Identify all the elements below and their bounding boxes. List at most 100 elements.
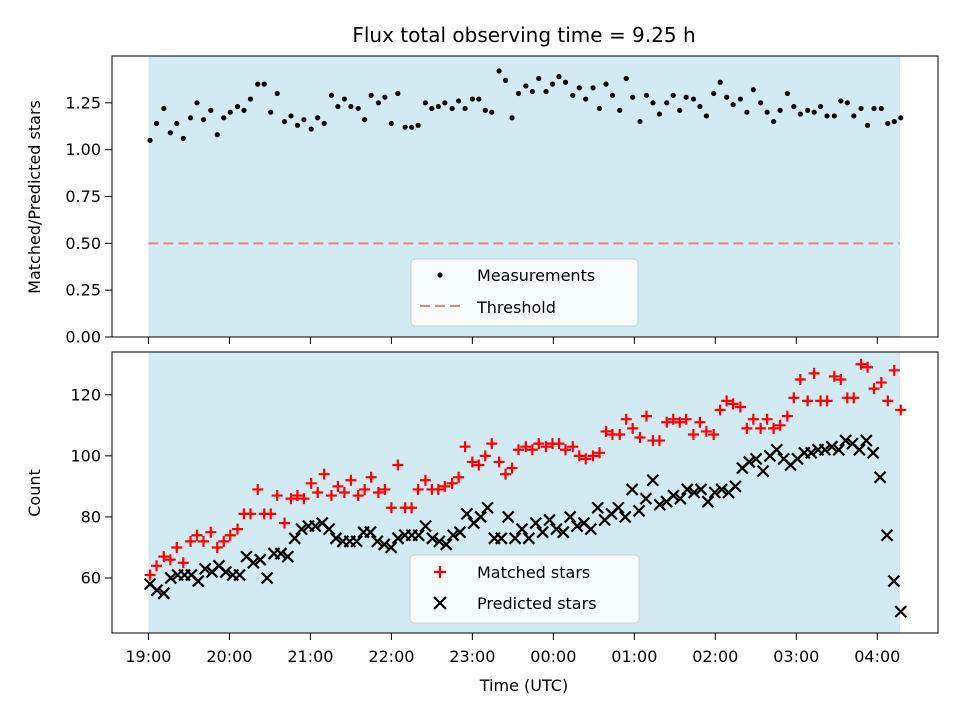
predicted-star-point	[508, 532, 522, 545]
predicted-star-point	[694, 483, 708, 496]
measurement-point	[422, 100, 428, 106]
measurement-point	[811, 109, 817, 115]
matched-star-point	[453, 471, 465, 483]
matched-star-point	[158, 551, 170, 563]
measurement-point	[368, 92, 374, 98]
predicted-star-point	[198, 562, 212, 576]
predicted-star-point	[322, 522, 336, 536]
measurement-point	[221, 115, 227, 121]
matched-star-point	[747, 413, 759, 425]
matched-star-point	[520, 441, 532, 453]
matched-star-point	[788, 392, 800, 404]
measurement-point	[321, 120, 327, 127]
matched-star-point	[888, 364, 900, 376]
matched-star-point	[291, 490, 303, 502]
predicted-star-point	[618, 510, 632, 524]
measurement-point	[664, 100, 670, 106]
matched-star-point	[708, 428, 720, 440]
measurement-point	[677, 107, 683, 113]
matched-star-point	[627, 422, 639, 434]
matched-star-point	[734, 401, 746, 413]
measurement-point	[864, 122, 871, 128]
measurement-point	[328, 92, 335, 98]
matched-star-point	[506, 462, 518, 474]
measurement-point	[167, 130, 173, 136]
predicted-star-point	[419, 519, 432, 533]
x-tick-label: 00:00	[530, 647, 576, 666]
measurement-point	[703, 113, 709, 119]
predicted-star-point	[894, 605, 908, 618]
measurement-point	[476, 96, 482, 102]
predicted-star-point	[591, 501, 604, 515]
matched-star-point	[252, 483, 264, 495]
matched-star-point	[882, 395, 894, 407]
legend-matched-marker	[434, 566, 446, 578]
measurement-point	[247, 96, 254, 102]
bottom-y-tick-label: 80	[81, 507, 101, 526]
matched-star-point	[473, 459, 485, 471]
predicted-star-point	[866, 446, 880, 460]
measurement-point	[617, 107, 623, 113]
measurement-point	[885, 120, 891, 127]
measurement-point	[153, 120, 160, 127]
matched-star-point	[700, 425, 712, 437]
matched-star-point	[600, 425, 612, 437]
measurement-point	[536, 75, 542, 82]
predicted-star-point	[260, 571, 274, 585]
measurement-point	[529, 88, 535, 95]
measurement-point	[871, 105, 877, 112]
matched-star-point	[559, 444, 571, 456]
measurement-point	[596, 105, 603, 112]
matched-star-point	[774, 419, 786, 431]
legend-predicted-marker	[433, 596, 447, 610]
measurement-point	[268, 109, 274, 115]
measurement-point	[717, 79, 723, 85]
matched-star-point	[191, 529, 203, 541]
matched-star-point	[379, 483, 391, 495]
predicted-star-point	[446, 528, 460, 542]
measurement-point	[294, 122, 301, 128]
legend-threshold-label: Threshold	[476, 298, 556, 317]
measurement-point	[502, 77, 509, 83]
measurement-point	[831, 113, 837, 119]
matched-star-point	[493, 456, 505, 468]
matched-star-point	[526, 444, 538, 456]
measurement-point	[543, 88, 549, 95]
top-y-tick-label: 1.00	[65, 140, 101, 159]
measurement-point	[174, 120, 180, 127]
matched-star-point	[540, 441, 552, 453]
predicted-star-point	[653, 498, 666, 511]
top-y-ticks: 0.00 0.25 0.50 0.75 1.00 1.25	[65, 93, 112, 347]
matched-star-point	[218, 535, 230, 547]
matched-star-point	[587, 450, 599, 462]
predicted-star-point	[770, 443, 784, 457]
matched-star-point	[318, 468, 330, 480]
measurement-point	[515, 90, 522, 97]
bottom-y-tick-label: 60	[81, 569, 101, 588]
matched-star-point	[446, 477, 458, 489]
measurement-point	[241, 107, 247, 113]
x-tick-label: 20:00	[206, 647, 252, 666]
matched-star-point	[835, 373, 847, 385]
matched-star-point	[432, 483, 444, 495]
measurement-point	[730, 102, 736, 108]
measurement-point	[255, 81, 261, 87]
matched-star-point	[755, 422, 767, 434]
matched-star-point	[305, 477, 317, 489]
matched-star-point	[271, 490, 283, 502]
chart-title: Flux total observing time = 9.25 h	[352, 23, 695, 47]
predicted-star-point	[708, 486, 722, 499]
predicted-star-point	[247, 556, 260, 570]
x-tick-label: 03:00	[773, 647, 819, 666]
predicted-star-point	[157, 587, 171, 600]
predicted-star-point	[557, 525, 570, 539]
x-tick-label: 04:00	[854, 647, 900, 666]
measurement-point	[523, 83, 529, 89]
matched-stars-points	[145, 359, 907, 581]
measurement-point	[583, 96, 589, 102]
measurement-point	[274, 90, 280, 97]
matched-star-point	[278, 517, 290, 529]
measurement-point	[603, 81, 609, 87]
matched-star-point	[661, 416, 673, 428]
